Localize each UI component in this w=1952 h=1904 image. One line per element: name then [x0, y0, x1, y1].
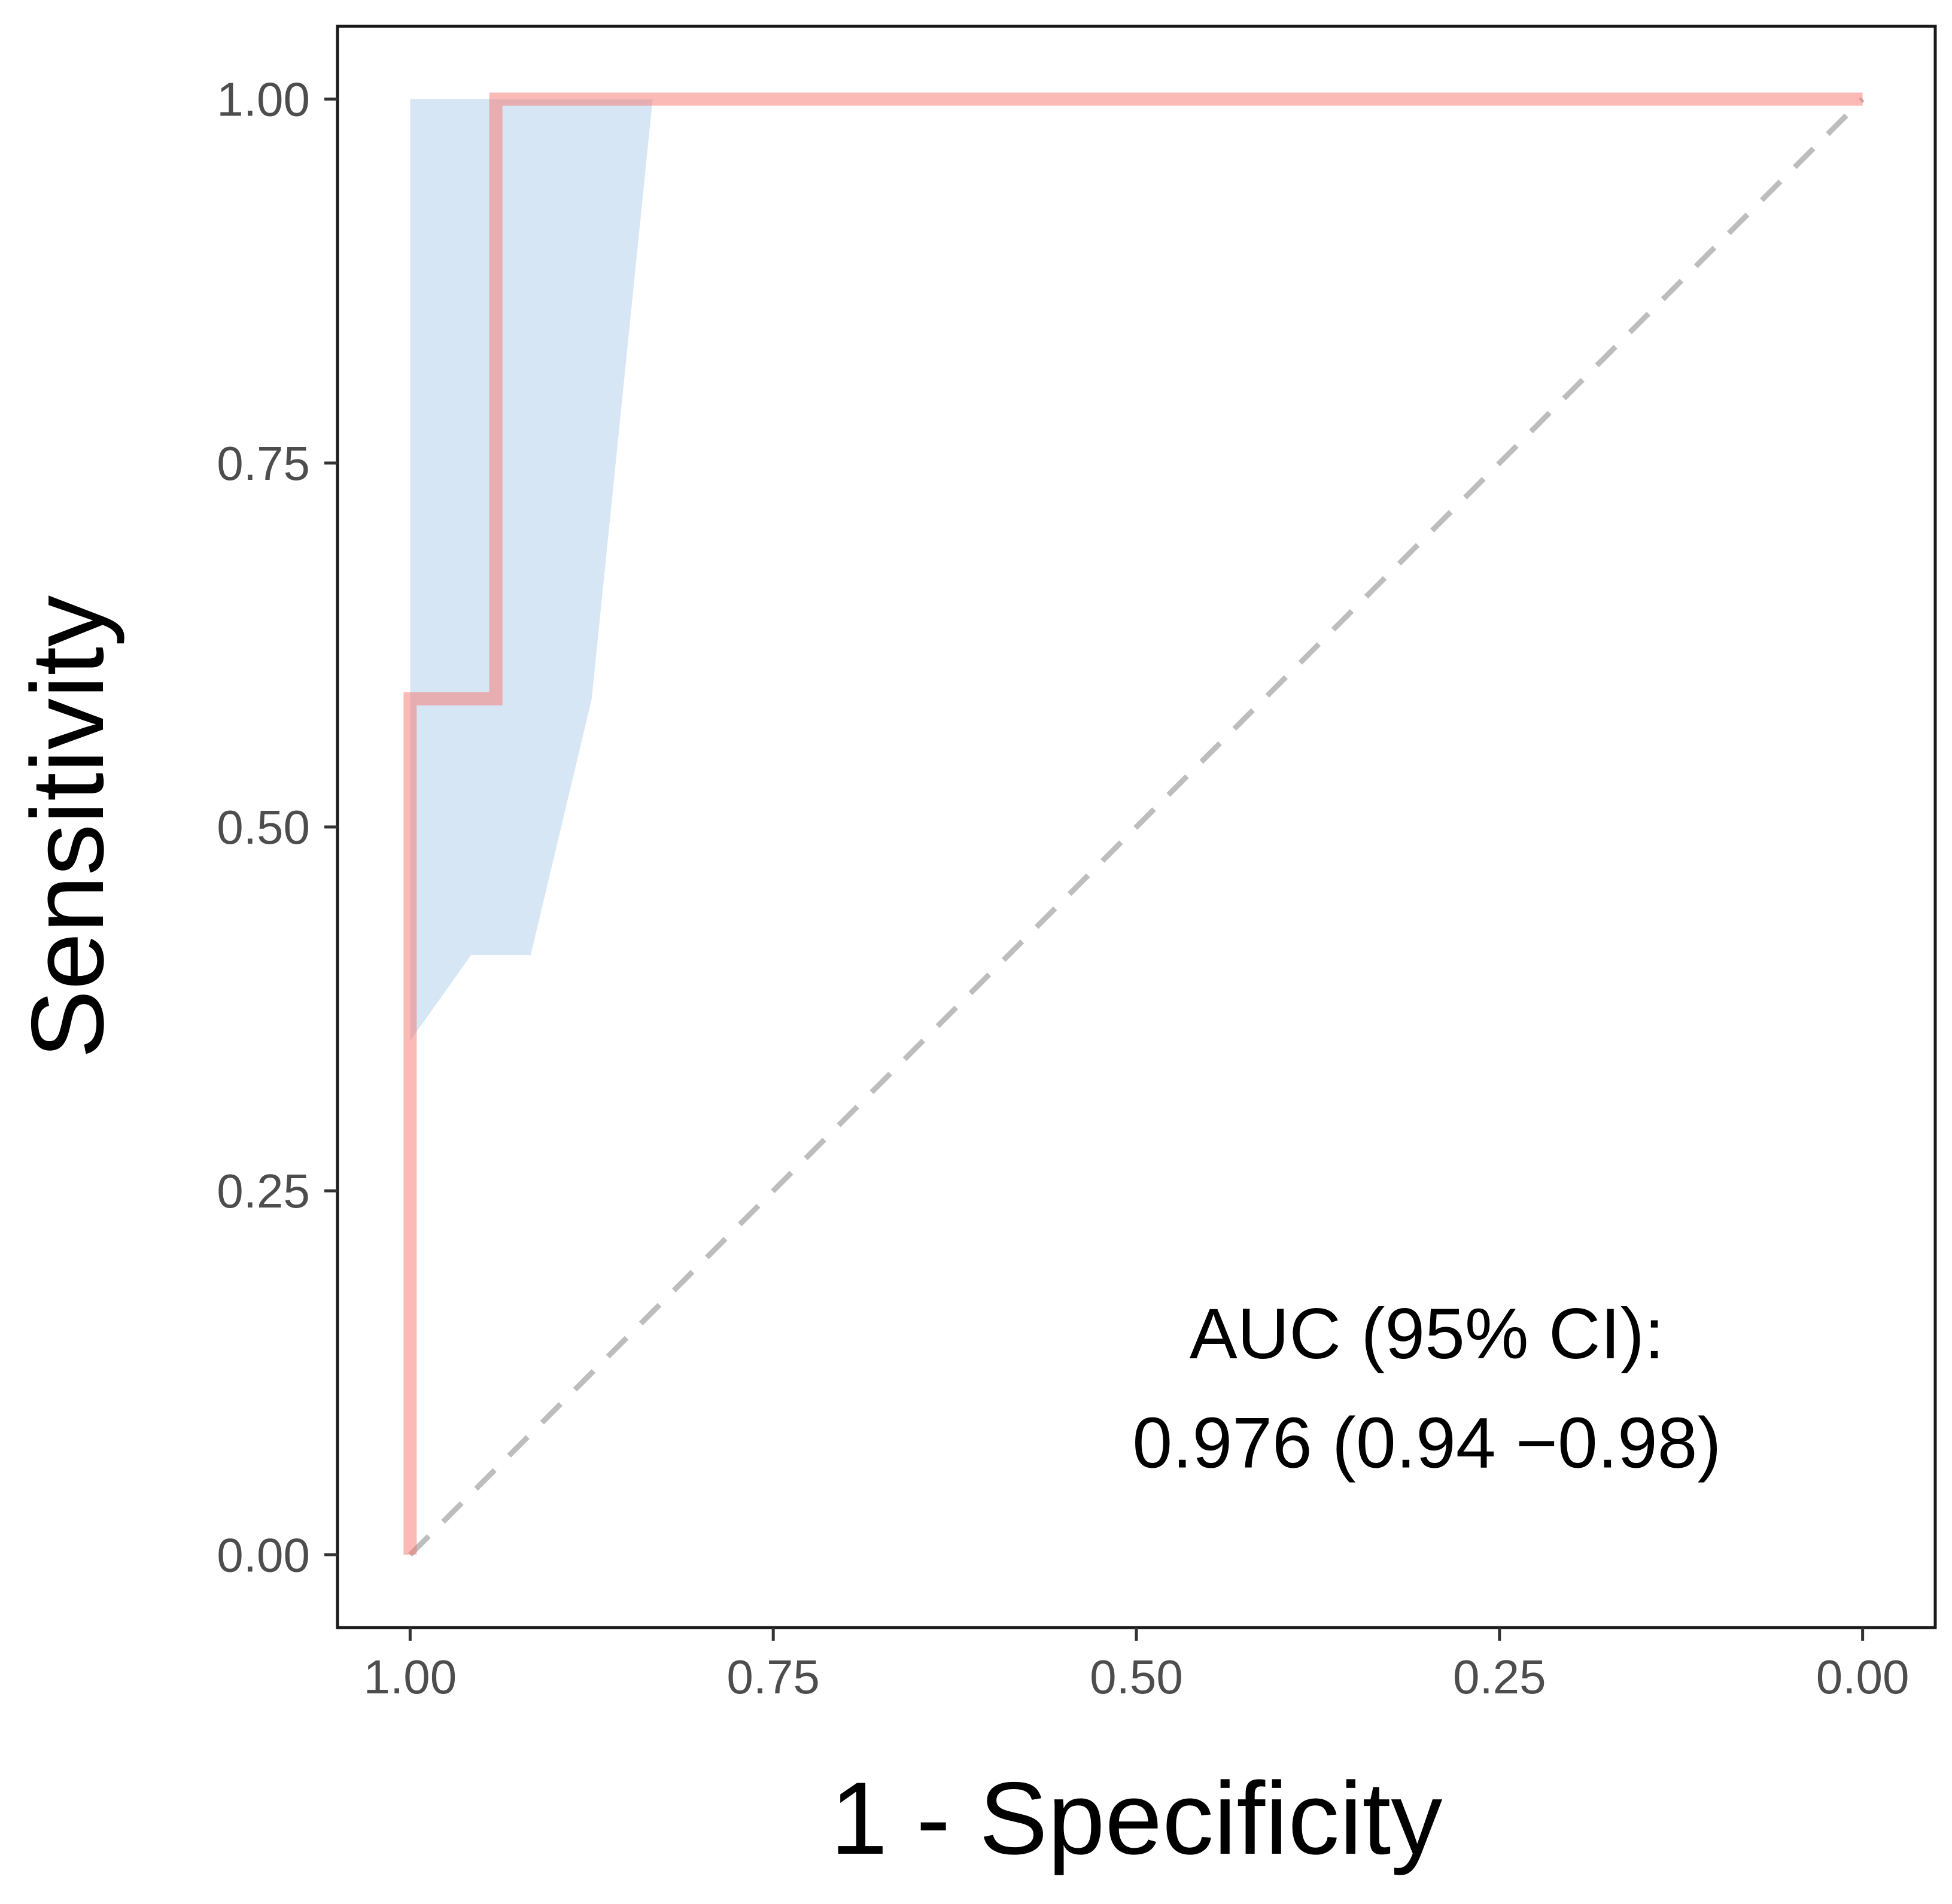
x-tick-label: 1.00 — [364, 1650, 457, 1704]
y-tick-label: 0.50 — [217, 801, 310, 854]
roc-curve-line — [403, 92, 1863, 1555]
y-tick-label: 0.25 — [217, 1164, 310, 1218]
x-axis-title: 1 - Specificity — [831, 1761, 1443, 1876]
x-tick-label: 0.25 — [1453, 1650, 1546, 1704]
axes: 1.00 0.75 0.50 0.25 0.00 0.00 0.25 0.50 0.75 1.00 — [217, 25, 1937, 1704]
y-tick-label: 0.00 — [217, 1528, 310, 1581]
auc-label: AUC (95% CI): — [1190, 1294, 1664, 1374]
y-tick-label: 1.00 — [217, 73, 310, 126]
ci-band — [410, 99, 653, 1041]
x-tick-label: 0.50 — [1090, 1650, 1183, 1704]
x-tick-label: 0.00 — [1816, 1650, 1910, 1704]
chart-text: Sensitivity 1 - Specificity AUC (95% CI)… — [10, 595, 1722, 1876]
y-axis-title: Sensitivity — [10, 595, 125, 1059]
y-tick-label: 0.75 — [217, 437, 310, 490]
auc-value: 0.976 (0.94 −0.98) — [1132, 1403, 1721, 1483]
x-tick-label: 0.75 — [726, 1650, 820, 1704]
reference-diagonal-line — [408, 97, 1865, 1557]
plot-area — [403, 92, 1865, 1557]
